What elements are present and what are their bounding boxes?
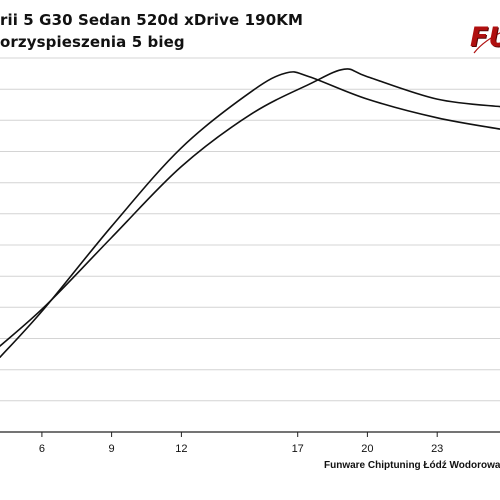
chart-title-line-1: rii 5 G30 Sedan 520d xDrive 190KM xyxy=(0,11,303,29)
x-tick-label: 23 xyxy=(431,443,443,455)
series-line-1 xyxy=(0,71,500,358)
logo-text: FU xyxy=(470,22,500,53)
funware-logo: FU xyxy=(470,22,500,54)
x-tick-label: 20 xyxy=(361,443,373,455)
chart-title-line-2: orzyspieszenia 5 bieg xyxy=(0,33,185,51)
x-axis-ticks: 6 9 12 17 20 23 xyxy=(39,432,443,455)
logo-swoosh-icon xyxy=(470,25,500,54)
x-tick-label: 12 xyxy=(175,443,187,455)
x-tick-label: 17 xyxy=(292,443,304,455)
chart-grid xyxy=(0,57,500,402)
series-line-2 xyxy=(0,68,500,347)
chart-series xyxy=(0,68,500,358)
footer-credit: Funware Chiptuning Łódź Wodorowanie xyxy=(324,460,500,471)
x-tick-label: 9 xyxy=(109,443,115,455)
x-tick-label: 6 xyxy=(39,443,45,455)
